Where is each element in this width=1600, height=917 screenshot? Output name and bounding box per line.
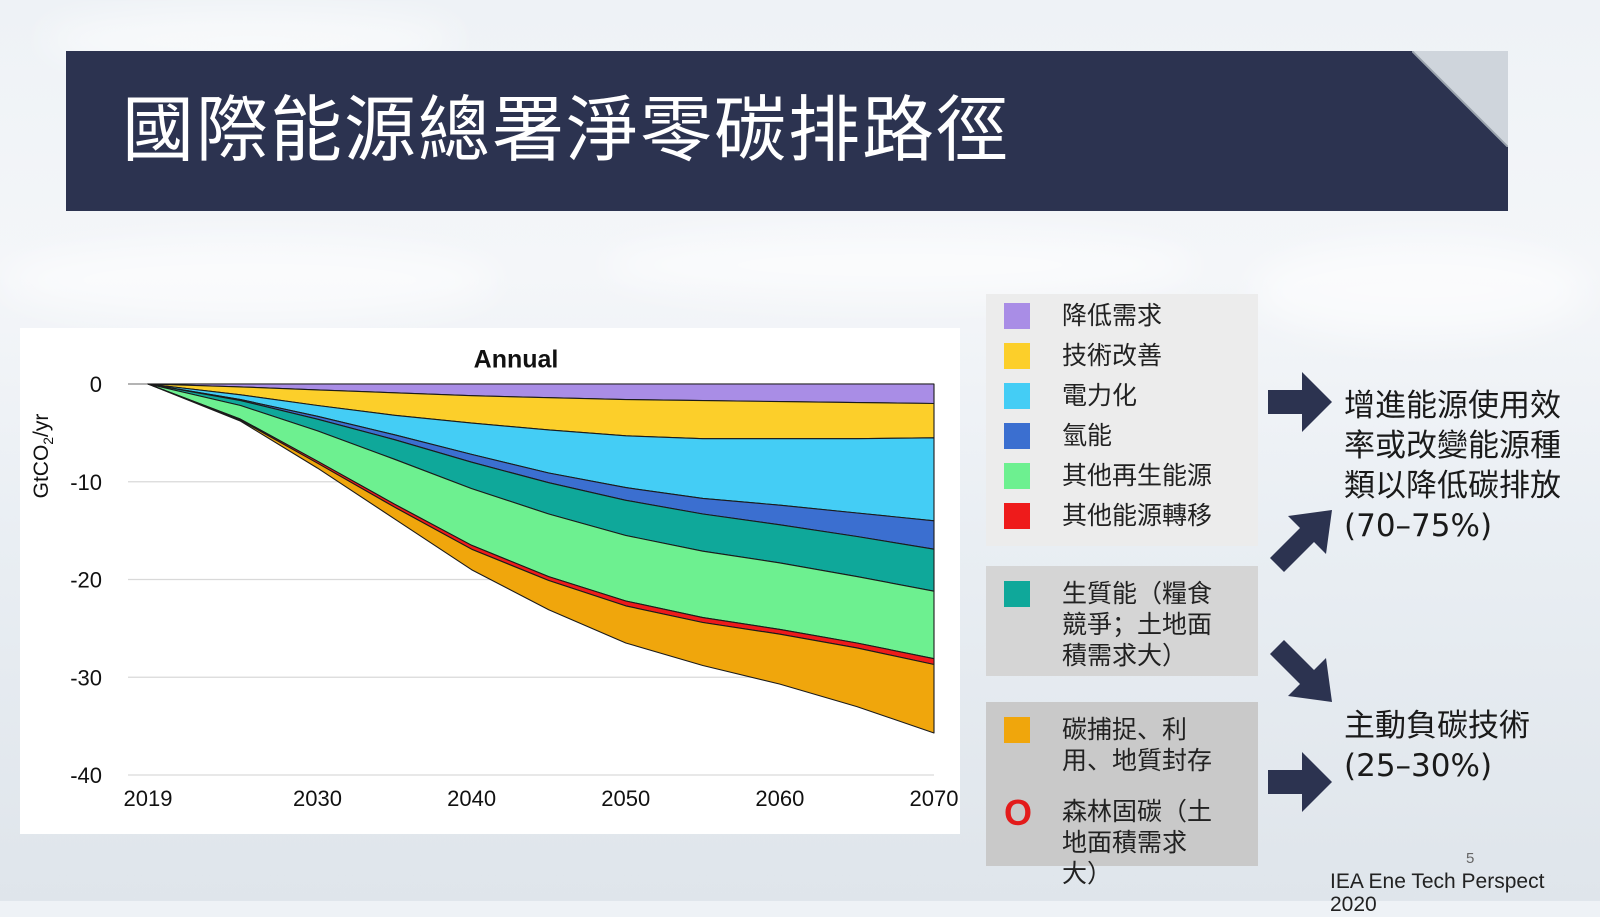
legend-label: 其他再生能源: [1062, 461, 1213, 490]
legend-item: 氫能: [1004, 420, 1252, 451]
legend-group-efficiency: 降低需求技術改善電力化氫能其他再生能源 其他能源轉移: [986, 294, 1258, 546]
cloud-decoration: [1250, 240, 1590, 340]
legend-swatch: [1004, 303, 1030, 329]
x-tick-label: 2060: [755, 786, 804, 811]
arrow-up-right-icon: [1270, 510, 1332, 572]
legend-swatch: [1004, 423, 1030, 449]
x-tick-label: 2040: [447, 786, 496, 811]
legend-label: 降低需求: [1062, 301, 1163, 330]
page-curl-corner: [1412, 51, 1508, 147]
legend-item: 其他再生能源: [1004, 460, 1252, 491]
efficiency-note-text: 增進能源使用效率或改變能源種類以降低碳排放(70–75%): [1344, 388, 1561, 544]
legend-swatch: [1004, 343, 1030, 369]
negative-carbon-note-text: 主動負碳技術(25–30%): [1344, 708, 1530, 784]
y-tick-label: 0: [90, 372, 102, 397]
legend-marker-icon: O: [1004, 792, 1033, 833]
legend-label: 其他能源轉移: [1062, 501, 1213, 530]
cloud-decoration: [0, 240, 500, 320]
arrow-down-right-icon: [1270, 640, 1332, 702]
emissions-area-chart: 0 -10 -20 -30 -40 2019 2030 2040 2050 2060 2070 Ann…: [30, 346, 959, 811]
y-tick-label: -40: [70, 763, 102, 788]
legend-label: 碳捕捉、利用、地質封存: [1062, 715, 1213, 775]
legend-item: 碳捕捉、利用、地質封存: [1004, 714, 1222, 776]
legend-item: 生質能（糧食競爭；土地面積需求大）: [1004, 578, 1232, 671]
legend-label: 氫能: [1062, 421, 1113, 450]
legend-label: 技術改善: [1062, 341, 1163, 370]
slide-title: 國際能源總署淨零碳排路徑: [122, 88, 1011, 172]
legend-swatch: [1004, 463, 1030, 489]
y-tick-label: -30: [70, 665, 102, 690]
cloud-decoration: [600, 230, 1200, 300]
legend-item: O 森林固碳（土地面積需求大）: [1004, 792, 1222, 889]
legend-label: 森林固碳（土地面積需求大）: [1062, 797, 1213, 888]
x-tick-label: 2019: [124, 786, 173, 811]
legend-label: 生質能（糧食競爭；土地面積需求大）: [1062, 579, 1213, 670]
legend-label: 電力化: [1062, 381, 1138, 410]
legend-item: 技術改善: [1004, 340, 1252, 371]
y-tick-label: -20: [70, 568, 102, 593]
legend-item: 其他能源轉移: [1004, 500, 1252, 531]
legend-group-bioenergy: 生質能（糧食競爭；土地面積需求大）: [986, 566, 1258, 676]
efficiency-note: 增進能源使用效率或改變能源種類以降低碳排放(70–75%): [1344, 386, 1584, 546]
legend-swatch: [1004, 581, 1030, 607]
y-tick-label: -10: [70, 470, 102, 495]
slide-number: 5: [1466, 850, 1475, 867]
chart-panel: 0 -10 -20 -30 -40 2019 2030 2040 2050 2060 2070 Ann…: [20, 328, 960, 834]
legend-swatch: [1004, 717, 1030, 743]
arrow-right-icon: [1268, 752, 1332, 812]
source-citation: IEA Ene Tech Perspect: [1330, 870, 1545, 893]
arrow-right-icon: [1268, 372, 1332, 432]
legend-item: 降低需求: [1004, 300, 1252, 331]
legend-item: 電力化: [1004, 380, 1252, 411]
legend-group-negative: 碳捕捉、利用、地質封存 O 森林固碳（土地面積需求大）: [986, 702, 1258, 888]
x-tick-label: 2050: [601, 786, 650, 811]
x-tick-label: 2030: [293, 786, 342, 811]
title-banner: 國際能源總署淨零碳排路徑: [66, 51, 1508, 211]
legend-swatch: [1004, 503, 1030, 529]
y-axis-label: GtCO2/yr: [30, 414, 56, 499]
series-area: [147, 383, 935, 734]
negative-carbon-note: 主動負碳技術(25–30%): [1344, 706, 1584, 786]
x-tick-label: 2070: [910, 786, 959, 811]
chart-title: Annual: [474, 346, 559, 374]
source-year: 2020: [1330, 893, 1377, 916]
legend-swatch: [1004, 383, 1030, 409]
